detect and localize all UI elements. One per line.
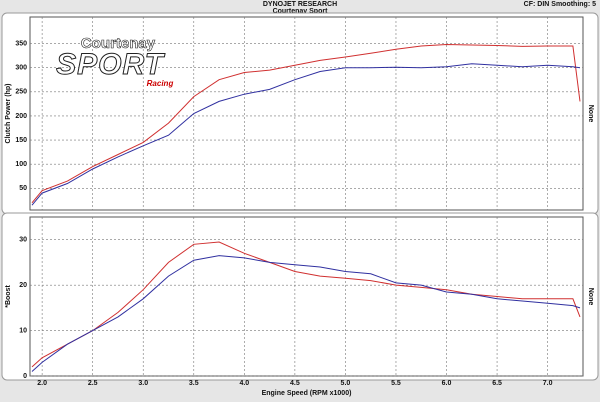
y-tick-label: 300 [15,65,27,72]
x-tick-label: 6.5 [492,380,502,387]
y-tick-label: 200 [15,113,27,120]
x-axis-title: Engine Speed (RPM x1000) [262,390,352,397]
y-axis-title: *Boost [5,285,12,308]
header-subtitle: Courtenay Sport [273,8,329,15]
x-tick-label: 6.0 [442,380,452,387]
y-tick-label: 0 [23,373,27,380]
right-label: None [587,105,594,123]
logo-main: SPORT [56,48,165,81]
series-line [31,43,581,204]
y-axis-title: Clutch Power (hp) [5,84,12,144]
x-tick-label: 2.0 [37,380,47,387]
logo-tag: Racing [147,79,174,88]
x-tick-label: 7.0 [543,380,553,387]
header-settings: CF: DIN Smoothing: 5 [524,1,596,8]
series-line [31,255,581,372]
x-tick-label: 5.0 [341,380,351,387]
y-tick-label: 100 [15,161,27,168]
x-tick-label: 4.0 [239,380,249,387]
y-tick-label: 50 [19,185,27,192]
right-label: None [587,288,594,306]
x-tick-label: 3.0 [138,380,148,387]
y-tick-label: 250 [15,89,27,96]
y-tick-label: 350 [15,40,27,47]
x-tick-label: 2.5 [88,380,98,387]
header-title: DYNOJET RESEARCH [263,1,337,8]
y-tick-label: 150 [15,137,27,144]
x-tick-label: 4.5 [290,380,300,387]
logo-top: Courtenay [81,35,156,52]
y-tick-label: 20 [19,282,27,289]
y-tick-label: 30 [19,237,27,244]
plot-area [29,16,584,211]
x-tick-label: 5.5 [391,380,401,387]
y-tick-label: 10 [19,327,27,334]
series-line [31,63,581,206]
x-tick-label: 3.5 [189,380,199,387]
series-line [31,241,581,368]
